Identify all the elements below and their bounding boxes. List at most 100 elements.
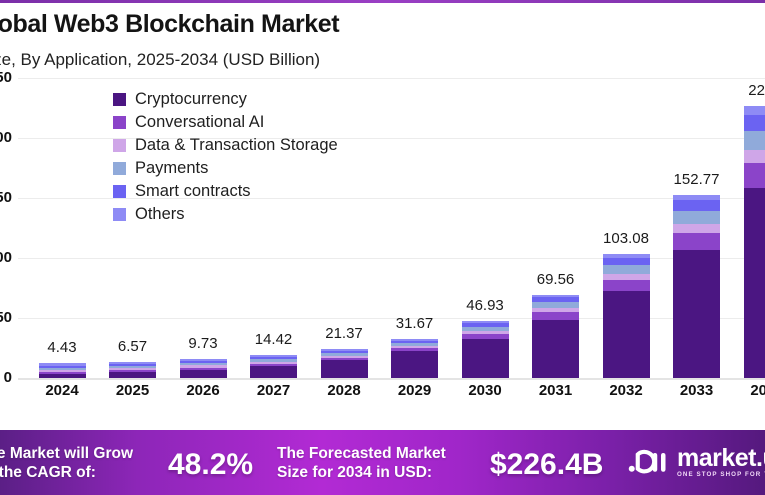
bar-segment [673,200,720,212]
bar-segment [109,365,156,369]
logo-tagline: ONE STOP SHOP FOR THE RESEARCH [677,471,765,478]
gridline [18,258,765,259]
bar-column[interactable]: 6.57 [109,338,156,378]
bar-segment [532,297,579,303]
bar-segment [320,353,368,356]
x-axis-tick-label: 2033 [679,382,714,399]
bar-segment [179,361,227,364]
bar-column[interactable]: 4.43 [38,339,86,378]
bar-column[interactable]: 9.73 [179,335,227,378]
cagr-value: 48.2% [168,448,254,481]
gridline [18,138,765,139]
x-axis-tick-label: 2030 [468,382,502,399]
bar-segment [602,274,650,281]
bar-segment [532,294,579,298]
legend-swatch-icon [113,185,126,198]
bar-segment [391,340,438,344]
legend-swatch-icon [113,162,126,175]
bar-segment [109,372,156,378]
bar-segment [109,368,156,371]
bars-layer: 4.43 6.57 9.73 14.42 21.37 31.67 46.93 69.56 103… [18,78,765,378]
bar-value-label: 31.67 [395,314,434,332]
summary-banner: The Market will Grow At the CAGR of: 48.… [0,430,765,495]
bar-segment [179,367,227,370]
x-axis-tick-label: 2031 [538,382,573,399]
bar-segment [743,114,765,131]
bar-segment [250,354,297,358]
forecast-caption-line1: The Forecasted Market [277,445,446,462]
bar-segment [602,291,650,378]
legend-item[interactable]: Others [113,203,338,226]
axis-baseline [18,378,765,380]
bar-segment [673,224,720,234]
legend-item[interactable]: Data & Transaction Storage [113,134,338,157]
legend-swatch-icon [113,116,126,129]
chart-plot-area: 0 50 100 150 200 250 4.43 6.57 9.73 14.42 21.37 31… [0,69,765,386]
market-us-logo-icon [628,449,666,474]
bar-column[interactable]: 31.67 [391,315,438,378]
bar-column[interactable]: 14.42 [250,331,297,378]
bar-segment [461,330,509,334]
bar-segment [38,374,86,378]
bar-segment [602,258,650,266]
x-axis-tick-label: 2032 [609,382,643,399]
bar-segment [532,307,579,313]
bar-segment [250,361,297,364]
legend-item[interactable]: Conversational AI [113,111,338,134]
page-title: Global Web3 Blockchain Market [0,10,340,38]
logo-wordmark: market.us [677,444,765,472]
bar-column[interactable]: 103.08 [602,230,650,378]
x-axis-tick-label: 2026 [186,382,220,399]
bar-value-label: 6.57 [117,337,148,355]
bar-column[interactable]: 69.56 [532,271,579,378]
cagr-caption-line2: At the CAGR of: [0,464,96,481]
bar-value-label: 4.43 [47,339,77,357]
legend-label: Smart contracts [135,182,251,200]
bar-segment [743,106,765,115]
bar-segment [109,363,156,366]
bar-segment [532,302,579,308]
bar-segment [179,363,227,366]
x-axis-tick-label: 2024 [45,382,79,399]
bar-segment [38,369,86,373]
bar-value-label: 152.77 [673,170,720,188]
chart-legend: Cryptocurrency Conversational AI Data & Tr… [113,88,338,226]
bar-segment [461,326,509,331]
bar-segment [179,358,227,362]
bar-value-label: 46.93 [466,297,504,315]
bar-segment [391,338,438,341]
bar-segment [38,363,86,366]
legend-item[interactable]: Payments [113,157,338,180]
bar-segment [532,312,579,320]
bar-segment [743,187,765,378]
x-axis-tick-label: 2034 [750,382,765,399]
bar-segment [391,343,438,346]
top-accent-rule [0,0,765,3]
legend-label: Conversational AI [135,113,265,131]
bar-segment [461,338,509,378]
brand-logo[interactable]: market.us ONE STOP SHOP FOR THE RESEARCH [628,446,765,478]
bar-segment [602,265,650,275]
page-subtitle: Size, By Application, 2025-2034 (USD Bil… [0,50,321,69]
bar-segment [391,348,438,352]
bar-column[interactable]: 152.77 [673,171,720,378]
bar-segment [532,319,579,378]
legend-item[interactable]: Smart contracts [113,180,338,203]
bar-column[interactable]: 226.4 [743,82,765,378]
bar-segment [461,321,509,324]
bar-segment [250,365,297,378]
legend-label: Payments [135,159,209,177]
forecast-value: $226.4B [490,448,604,481]
bar-segment [461,323,509,327]
bar-column[interactable]: 46.93 [461,297,509,378]
bar-segment [391,351,438,378]
bar-segment [320,349,368,352]
legend-swatch-icon [113,139,126,152]
forecast-caption-line2: Size for 2034 in USD: [277,464,433,481]
legend-item[interactable]: Cryptocurrency [113,88,338,111]
bar-segment [673,233,720,250]
bar-segment [673,194,720,201]
bar-column[interactable]: 21.37 [320,325,368,378]
bar-segment [320,351,368,354]
